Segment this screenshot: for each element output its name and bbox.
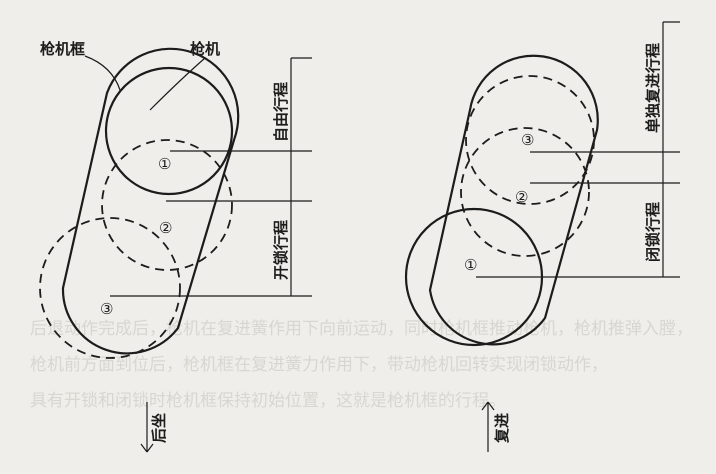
label-lock-travel: 闭锁行程 bbox=[644, 202, 662, 262]
right-pos-2-marker: ② bbox=[515, 188, 528, 206]
right-arrow-head-b bbox=[487, 401, 495, 411]
label-bolt: 枪机 bbox=[190, 40, 220, 58]
left-bolt-circle-pos2 bbox=[101, 139, 233, 271]
bleed-line-3: 具有开锁和闭锁时枪机框保持初始位置，这就是枪机框的行程。 bbox=[30, 391, 506, 411]
left-pos-3-marker: ③ bbox=[100, 300, 113, 318]
label-recoil: 后坐 bbox=[150, 413, 168, 443]
left-pos-1-marker: ① bbox=[158, 155, 171, 173]
label-single-advance-travel: 单独复进行程 bbox=[644, 43, 662, 133]
right-pos-3-marker: ③ bbox=[521, 131, 534, 149]
bleed-line-2: 枪机前方面到位后，枪机框在复进簧力作用下，带动枪机回转实现闭锁动作， bbox=[30, 355, 608, 375]
right-pos-1-marker: ① bbox=[464, 256, 477, 274]
right-bolt-circle-pos3 bbox=[465, 75, 595, 205]
label-unlock-travel: 开锁行程 bbox=[272, 220, 290, 280]
left-diagram: 枪机框 枪机 ① ② ③ 自由行程 开锁行程 后坐 bbox=[39, 40, 312, 453]
right-arrow-head-a bbox=[481, 401, 489, 411]
left-pos-2-marker: ② bbox=[159, 219, 172, 237]
right-diagram: ③ ② ① 单独复进行程 闭锁行程 复进 bbox=[404, 21, 680, 452]
label-bolt-carrier: 枪机框 bbox=[40, 40, 85, 58]
label-return: 复进 bbox=[493, 413, 511, 444]
left-bolt-circle-pos1 bbox=[104, 66, 234, 196]
left-arrow-head-b bbox=[146, 443, 154, 453]
left-bolt-leader bbox=[149, 57, 206, 111]
label-free-travel: 自由行程 bbox=[272, 82, 290, 142]
background-bleed-text: 后退动作完成后，枪机在复进簧作用下向前运动，同时枪机框推动枪机，枪机推弹入膛， … bbox=[30, 319, 693, 411]
left-arrow-head-a bbox=[140, 443, 148, 453]
bleed-line-1: 后退动作完成后，枪机在复进簧作用下向前运动，同时枪机框推动枪机，枪机推弹入膛， bbox=[30, 319, 693, 339]
right-bolt-circle-pos2 bbox=[460, 127, 590, 257]
right-frame-outline bbox=[428, 54, 599, 346]
left-frame-leader bbox=[84, 55, 121, 91]
left-frame-outline bbox=[61, 47, 240, 355]
left-bolt-circle-pos3 bbox=[39, 217, 181, 359]
